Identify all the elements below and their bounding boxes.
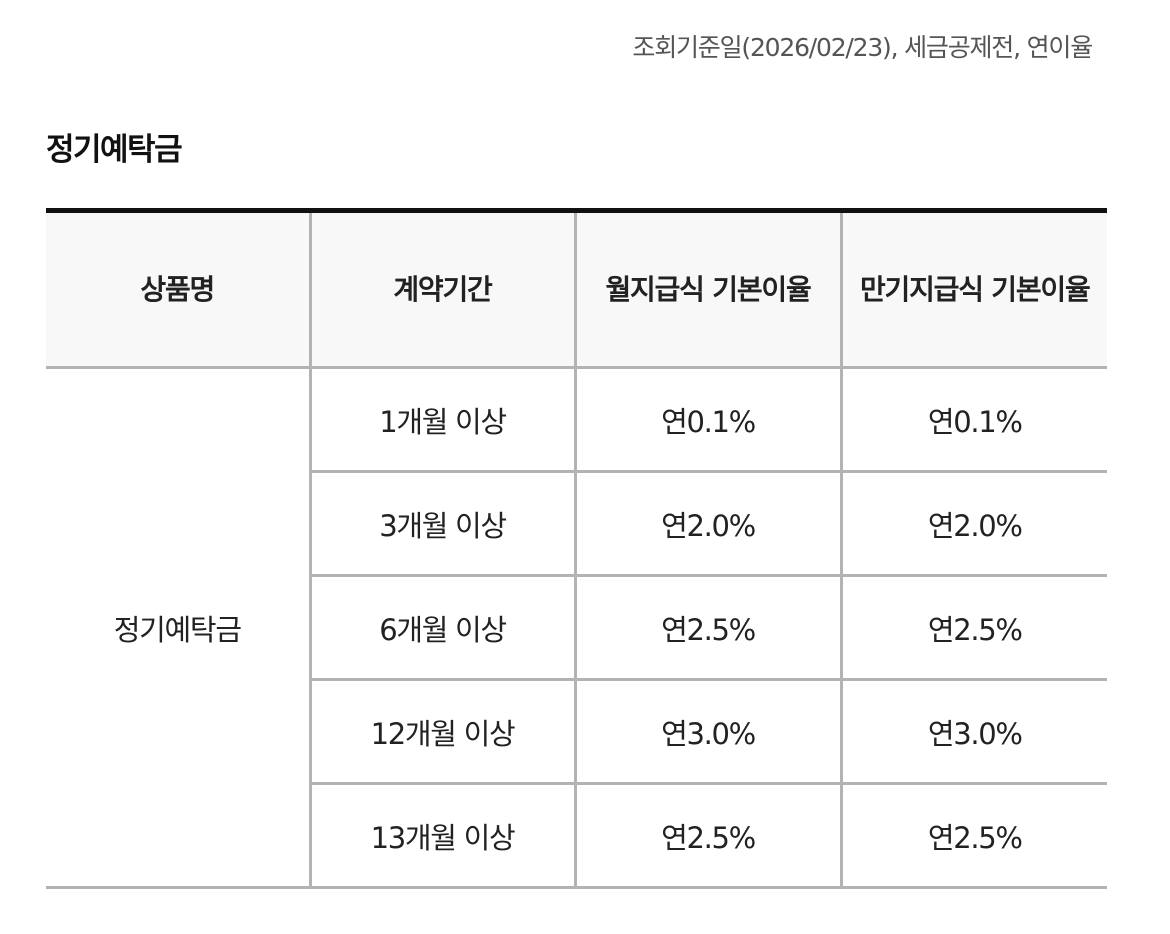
query-date-notice: 조회기준일(2026/02/23), 세금공제전, 연이율 xyxy=(632,33,1093,62)
table-row: 13개월 이상 연2.5% 연2.5% xyxy=(46,783,1107,889)
monthly-rate-cell: 연0.1% xyxy=(573,367,841,473)
maturity-rate-cell: 연3.0% xyxy=(839,679,1107,785)
monthly-rate-cell: 연2.0% xyxy=(573,471,841,577)
table-row: 3개월 이상 연2.0% 연2.0% xyxy=(46,471,1107,577)
header-product-name: 상품명 xyxy=(46,210,310,369)
table-header: 상품명 계약기간 월지급식 기본이율 만기지급식 기본이율 xyxy=(46,210,1107,369)
monthly-rate-cell: 연2.5% xyxy=(573,783,841,889)
table-header-row: 상품명 계약기간 월지급식 기본이율 만기지급식 기본이율 xyxy=(46,210,1107,369)
maturity-rate-cell: 연2.5% xyxy=(839,783,1107,889)
term-cell: 12개월 이상 xyxy=(308,679,575,785)
table-row: 12개월 이상 연3.0% 연3.0% xyxy=(46,679,1107,785)
header-maturity-rate: 만기지급식 기본이율 xyxy=(839,210,1107,369)
section-title: 정기예탁금 xyxy=(46,132,183,168)
monthly-rate-cell: 연3.0% xyxy=(573,679,841,785)
monthly-rate-cell: 연2.5% xyxy=(573,575,841,681)
product-name-cell: 정기예탁금 xyxy=(46,367,310,889)
header-contract-term: 계약기간 xyxy=(308,210,575,369)
table-row: 6개월 이상 연2.5% 연2.5% xyxy=(46,575,1107,681)
table-body: 정기예탁금 1개월 이상 연0.1% 연0.1% 3개월 이상 연2.0% 연2… xyxy=(46,367,1107,889)
maturity-rate-cell: 연0.1% xyxy=(839,367,1107,473)
term-cell: 1개월 이상 xyxy=(308,367,575,473)
maturity-rate-cell: 연2.5% xyxy=(839,575,1107,681)
interest-rate-table: 상품명 계약기간 월지급식 기본이율 만기지급식 기본이율 정기예탁금 1개월 … xyxy=(46,208,1107,889)
term-cell: 13개월 이상 xyxy=(308,783,575,889)
maturity-rate-cell: 연2.0% xyxy=(839,471,1107,577)
table-row: 정기예탁금 1개월 이상 연0.1% 연0.1% xyxy=(46,367,1107,889)
term-cell: 3개월 이상 xyxy=(308,471,575,577)
term-cell: 6개월 이상 xyxy=(308,575,575,681)
header-monthly-rate: 월지급식 기본이율 xyxy=(573,210,841,369)
